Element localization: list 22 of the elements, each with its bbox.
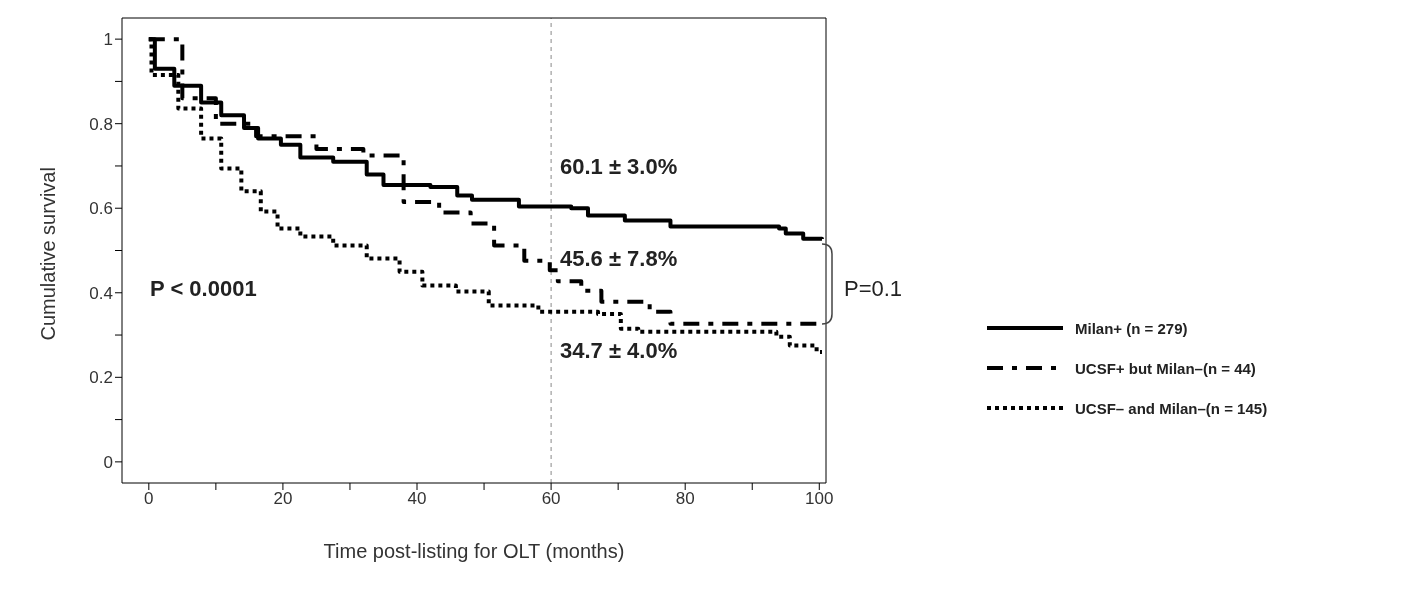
y-tick-label: 0.6 xyxy=(89,199,113,219)
annotation: 45.6 ± 7.8% xyxy=(560,246,678,272)
y-tick-label: 0 xyxy=(103,452,113,472)
annotation: P < 0.0001 xyxy=(150,276,257,302)
x-tick-label: 60 xyxy=(541,489,561,509)
text: Milan+ (n = 279) xyxy=(1075,319,1188,337)
x-tick-label: 100 xyxy=(805,489,834,509)
y-tick-label: 0.2 xyxy=(89,368,113,388)
x-tick-label: 40 xyxy=(407,489,427,509)
y-tick-label: 1 xyxy=(103,30,113,50)
text: P=0.1 xyxy=(844,276,903,302)
y-axis-title: Cumulative survival xyxy=(37,167,60,341)
x-tick-label: 80 xyxy=(675,489,695,509)
annotation: 60.1 ± 3.0% xyxy=(560,154,678,180)
y-tick-label: 0.8 xyxy=(89,114,113,134)
annotation: 34.7 ± 4.0% xyxy=(560,338,678,364)
text: UCSF+ but Milan–(n = 44) xyxy=(1075,359,1256,377)
text: UCSF– and Milan–(n = 145) xyxy=(1075,399,1268,417)
y-tick-label: 0.4 xyxy=(89,283,113,303)
x-axis-title: Time post-listing for OLT (months) xyxy=(323,540,625,562)
x-tick-label: 20 xyxy=(273,489,293,509)
x-tick-label: 0 xyxy=(144,489,154,509)
